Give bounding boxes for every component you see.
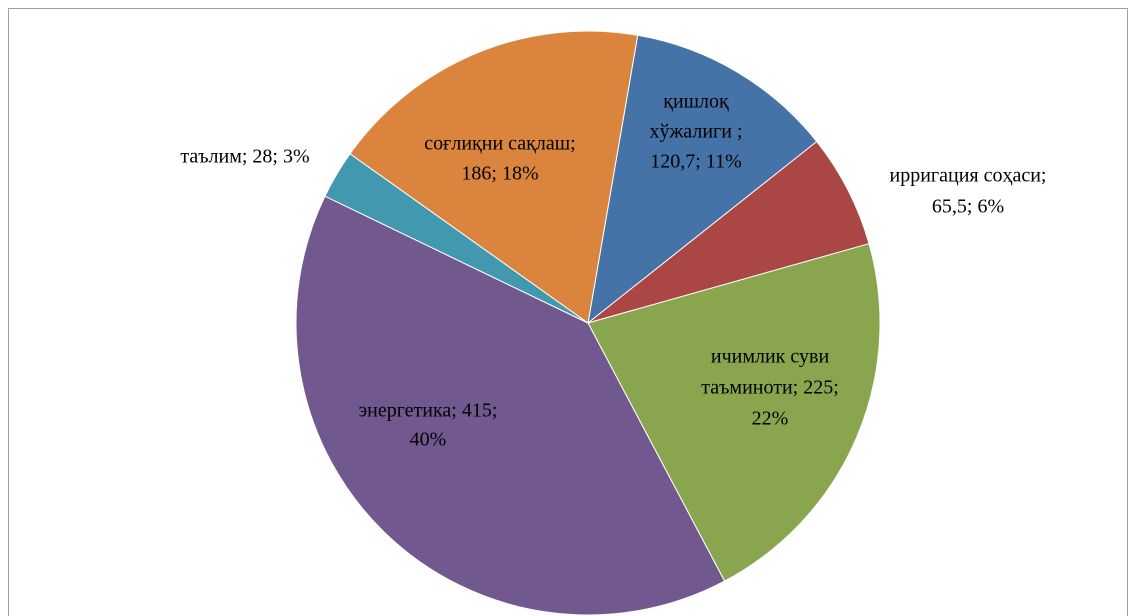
data-label: соғлиқни сақлаш;	[424, 133, 575, 155]
data-label: 120,7; 11%	[650, 151, 741, 173]
data-label: 65,5; 6%	[932, 196, 1004, 218]
data-label: қишлоқ	[663, 91, 729, 113]
data-label: энергетика; 415;	[359, 400, 498, 422]
data-label: ирригация соҳаси;	[890, 165, 1047, 187]
data-label: 186; 18%	[461, 163, 538, 185]
pie-slice	[587, 34, 818, 325]
pie-slice	[349, 30, 639, 324]
pie-slice	[587, 243, 881, 582]
data-label: 40%	[410, 429, 447, 451]
pie-slice	[587, 140, 870, 324]
data-label: ичимлик суви	[711, 346, 830, 368]
data-label: хўжалиги ;	[649, 121, 742, 143]
pie-slice	[295, 195, 726, 616]
data-label: таъминоти; 225;	[701, 377, 839, 399]
data-label: 22%	[752, 408, 789, 430]
data-label: таълим; 28; 3%	[180, 146, 309, 168]
